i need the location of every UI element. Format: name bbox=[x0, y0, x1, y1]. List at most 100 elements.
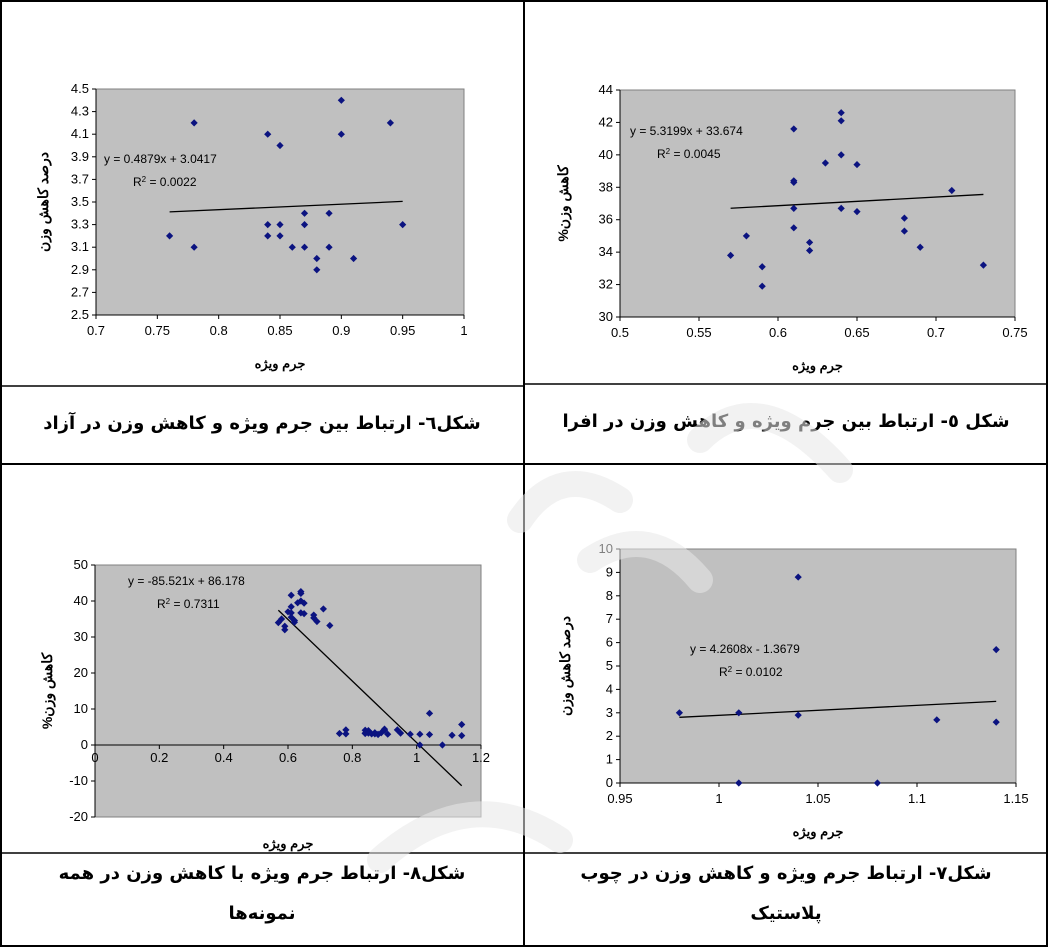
data-point bbox=[386, 119, 394, 127]
x-axis-title: جرم ویژه bbox=[793, 824, 844, 840]
caption-wood-plastic-line1: شکل٧- ارتباط جرم ویژه و کاهش وزن در چوب bbox=[580, 863, 992, 884]
trend-r-squared: R2 = 0.0102 bbox=[719, 665, 783, 680]
x-tick-label: 0.85 bbox=[267, 323, 292, 338]
data-point bbox=[853, 208, 861, 216]
data-point bbox=[284, 608, 292, 616]
data-point bbox=[837, 151, 845, 159]
data-point bbox=[288, 243, 296, 251]
x-axis-title: جرم ویژه bbox=[255, 356, 306, 372]
y-tick-label: 20 bbox=[74, 665, 88, 680]
y-tick-label: 4.3 bbox=[71, 104, 89, 119]
data-point bbox=[458, 720, 466, 729]
data-point bbox=[300, 221, 309, 229]
panel-all-samples: -20 -10 0 10 20 30 40 50 0 0.2 0.4 0.6 0.8 1 1.2 y = -8… bbox=[0, 464, 524, 947]
y-axis-title: درصد کاهش وزن bbox=[557, 616, 574, 716]
data-point bbox=[853, 160, 861, 169]
plot-area bbox=[619, 548, 1017, 784]
data-point bbox=[325, 209, 333, 217]
caption-all-samples-line1: شکل٨- ارتباط جرم ویژه با کاهش وزن در همه bbox=[58, 863, 466, 884]
y-tick-label: 4.1 bbox=[71, 126, 89, 141]
y-tick-label: -10 bbox=[69, 773, 88, 788]
data-point bbox=[992, 718, 1000, 726]
trend-r-squared: R2 = 0.0022 bbox=[133, 175, 197, 190]
data-point bbox=[325, 243, 333, 251]
y-tick-label: 1 bbox=[606, 752, 613, 767]
y-tick-label: 7 bbox=[606, 611, 613, 626]
data-point bbox=[900, 227, 908, 235]
data-point bbox=[190, 243, 198, 251]
y-tick-label: 30 bbox=[599, 309, 613, 324]
x-tick-label: 0.6 bbox=[279, 750, 297, 765]
y-tick-label: 2 bbox=[606, 728, 613, 743]
trendline bbox=[277, 609, 463, 787]
chart-azad: 2.5 2.7 2.9 3.1 3.3 3.5 3.7 3.9 4.1 4.3 4.5 0.7 0.75… bbox=[35, 81, 468, 372]
y-tick-label: 40 bbox=[74, 593, 88, 608]
y-tick-label: 0 bbox=[81, 737, 88, 752]
data-point bbox=[297, 609, 305, 617]
x-tick-label: 0.95 bbox=[390, 323, 415, 338]
data-point bbox=[319, 605, 327, 613]
data-point bbox=[992, 646, 1000, 654]
data-point bbox=[350, 254, 358, 263]
x-tick-label: 0.65 bbox=[844, 325, 869, 340]
trend-r-squared: R2 = 0.7311 bbox=[157, 597, 220, 612]
y-tick-label: 40 bbox=[599, 147, 613, 162]
data-point bbox=[837, 109, 845, 117]
data-point bbox=[166, 232, 174, 240]
x-tick-label: 1 bbox=[460, 323, 467, 338]
data-point bbox=[790, 204, 798, 212]
trend-r-squared: R2 = 0.0045 bbox=[657, 147, 721, 162]
data-point bbox=[399, 221, 407, 229]
x-tick-label: 0.4 bbox=[215, 750, 233, 765]
panel-wood-plastic: 0 1 2 3 4 5 6 7 8 9 10 0.95 1 1.05 1.1 1.15 y = 4.2608x … bbox=[524, 464, 1048, 947]
y-tick-label: 4.5 bbox=[71, 81, 89, 96]
data-point bbox=[425, 730, 434, 739]
data-point bbox=[342, 730, 350, 738]
y-tick-label: 50 bbox=[74, 557, 88, 572]
data-point bbox=[337, 130, 345, 138]
y-tick-label: 10 bbox=[74, 701, 88, 716]
chart-wood-plastic: 0 1 2 3 4 5 6 7 8 9 10 0.95 1 1.05 1.1 1.15 y = 4.2608x … bbox=[557, 541, 1029, 840]
data-point bbox=[458, 732, 466, 740]
data-point bbox=[287, 603, 295, 611]
panel-afra: 30 32 34 36 38 40 42 44 0.5 0.55 0.6 0.65 0.7 0.75 y =… bbox=[524, 0, 1048, 464]
y-tick-label: 38 bbox=[599, 179, 613, 194]
data-point bbox=[837, 204, 845, 212]
caption-afra: شکل ٥- ارتباط بین جرم ویژه و کاهش وزن در… bbox=[562, 411, 1010, 432]
data-point bbox=[806, 246, 814, 255]
data-point bbox=[300, 243, 309, 251]
x-tick-label: 0.2 bbox=[150, 750, 168, 765]
caption-azad: شکل٦- ارتباط بین جرم ویژه و کاهش وزن در … bbox=[43, 413, 481, 434]
y-tick-label: 8 bbox=[606, 588, 613, 603]
x-tick-label: 0.8 bbox=[210, 323, 228, 338]
trend-equation: y = 0.4879x + 3.0417 bbox=[104, 152, 217, 166]
data-point bbox=[806, 238, 814, 247]
x-tick-label: 0.7 bbox=[927, 325, 945, 340]
data-point bbox=[384, 730, 392, 738]
x-tick-label: 0.75 bbox=[1002, 325, 1027, 340]
x-tick-label: 0.8 bbox=[343, 750, 361, 765]
data-point bbox=[821, 159, 829, 167]
data-point bbox=[416, 730, 424, 738]
y-tick-label: 0 bbox=[606, 775, 613, 790]
y-tick-label: 3.7 bbox=[71, 171, 89, 186]
data-point bbox=[948, 186, 956, 195]
y-axis-title: کاهش وزن% bbox=[555, 165, 572, 242]
data-point bbox=[979, 261, 987, 269]
data-point bbox=[342, 726, 350, 734]
data-point bbox=[396, 729, 405, 737]
y-tick-label: 3.3 bbox=[71, 217, 89, 232]
data-point bbox=[406, 730, 414, 738]
data-point bbox=[300, 209, 309, 217]
y-tick-label: 3 bbox=[606, 705, 613, 720]
data-point bbox=[873, 779, 881, 787]
y-tick-label: 10 bbox=[599, 541, 613, 556]
data-point bbox=[735, 779, 743, 787]
data-point bbox=[416, 741, 424, 749]
plot-area bbox=[95, 88, 465, 316]
plot-area bbox=[94, 564, 482, 818]
data-point bbox=[933, 716, 941, 724]
x-tick-label: 0 bbox=[91, 750, 98, 765]
chart-afra: 30 32 34 36 38 40 42 44 0.5 0.55 0.6 0.65 0.7 0.75 y =… bbox=[555, 82, 1028, 374]
